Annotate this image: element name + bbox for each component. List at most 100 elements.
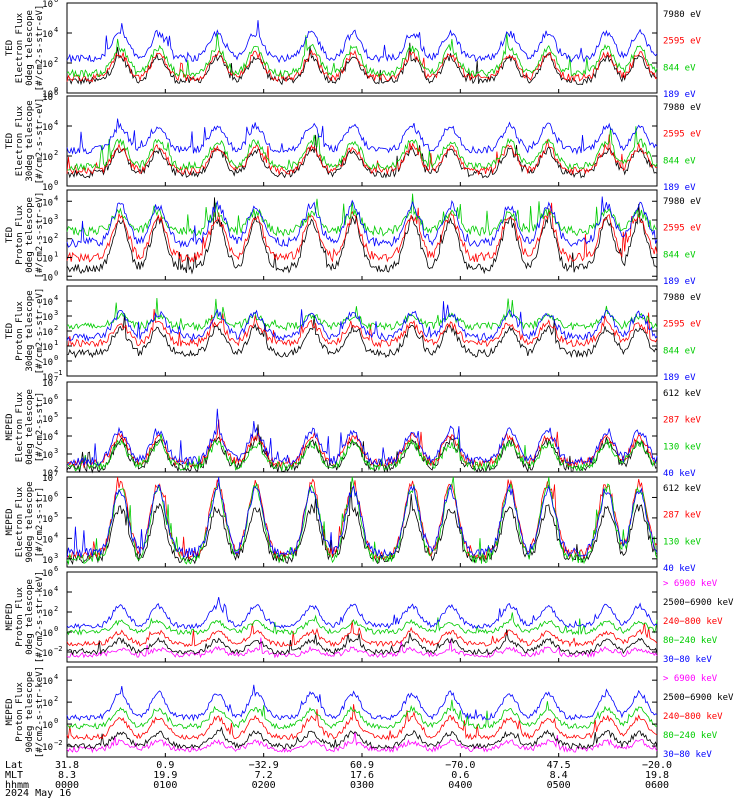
- legend-entry: 7980 eV: [663, 197, 702, 207]
- y-tick-exp: 4: [54, 26, 58, 34]
- legend-entry: > 6900 keV: [663, 674, 718, 684]
- series-line: [66, 726, 658, 750]
- y-tick-base: 10: [42, 535, 53, 545]
- y-axis-label: TED: [5, 40, 15, 56]
- x-tick-label: 8.3: [58, 770, 76, 781]
- legend-entry: 189 eV: [663, 277, 696, 287]
- y-tick-exp: 7: [54, 470, 58, 478]
- legend-entry: 2595 eV: [663, 320, 702, 330]
- x-tick-label: −20.0: [642, 760, 672, 771]
- y-axis-label: [#/cm2-s-str-keV]: [35, 666, 45, 758]
- legend-entry: 844 eV: [663, 156, 696, 166]
- x-tick-label: 0600: [645, 780, 669, 791]
- y-tick-exp: 4: [54, 673, 58, 681]
- y-tick-base: 10: [42, 397, 53, 407]
- legend-entry: 844 eV: [663, 250, 696, 260]
- y-axis-label: 30deg telescope: [25, 100, 35, 181]
- series-line: [66, 597, 658, 630]
- y-tick-exp: 0: [54, 86, 58, 94]
- y-axis-label: MEPED: [5, 413, 15, 440]
- x-tick-label: 47.5: [547, 760, 571, 771]
- series-line: [66, 620, 658, 648]
- legend-entry: 240−800 keV: [663, 712, 723, 722]
- y-tick-exp: 3: [54, 213, 58, 221]
- x-axis-row-label: Lat: [5, 760, 23, 771]
- y-tick-base: 10: [42, 494, 53, 504]
- panel-frame: [66, 381, 658, 473]
- y-tick-base: 10: [42, 153, 53, 163]
- y-axis-label: 0deg telescope: [25, 579, 35, 655]
- y-tick-base: 10: [42, 515, 53, 525]
- series-line: [66, 301, 658, 342]
- y-tick-base: 10: [42, 358, 53, 368]
- series-line: [66, 704, 658, 741]
- y-axis-label: Electron Flux: [15, 486, 25, 557]
- series-line: [66, 308, 658, 349]
- series-line: [66, 699, 658, 730]
- y-tick-base: 10: [42, 273, 53, 283]
- y-tick-base: 10: [42, 415, 53, 425]
- y-tick-exp: 4: [54, 294, 58, 302]
- legend-entry: 189 eV: [663, 90, 696, 100]
- panel-frame: [66, 571, 658, 663]
- y-tick-exp: 0: [54, 179, 58, 187]
- x-tick-label: 17.6: [350, 770, 374, 781]
- y-tick-base: 10: [42, 0, 53, 10]
- x-tick-label: 0200: [252, 780, 276, 791]
- x-tick-label: 0100: [153, 780, 177, 791]
- y-tick-exp: 6: [54, 490, 58, 498]
- legend-entry: 80−240 keV: [663, 731, 718, 741]
- panel-frame: [66, 666, 658, 758]
- y-tick-base: 10: [42, 255, 53, 265]
- y-tick-base: 10: [42, 474, 53, 484]
- legend-entry: 189 eV: [663, 373, 696, 383]
- y-axis-label: 0deg telescope: [25, 389, 35, 465]
- x-tick-label: −32.9: [249, 760, 279, 771]
- y-tick-exp: 6: [54, 393, 58, 401]
- y-axis-label: Proton Flux: [15, 205, 25, 265]
- y-axis-label: TED: [5, 133, 15, 149]
- y-tick-base: 10: [42, 30, 53, 40]
- y-tick-exp: 0: [54, 625, 58, 633]
- y-tick-base: 10: [42, 379, 53, 389]
- y-tick-exp: 2: [54, 695, 58, 703]
- x-tick-label: 60.9: [350, 760, 374, 771]
- legend-entry: 130 keV: [663, 537, 702, 547]
- y-axis-label: [#/cm2-s-str-eV]: [35, 98, 45, 185]
- legend-entry: 30−80 keV: [663, 750, 712, 760]
- x-axis-row-label: MLT: [5, 770, 23, 781]
- y-tick-exp: 3: [54, 447, 58, 455]
- y-tick-base: 10: [42, 298, 53, 308]
- legend-entry: 80−240 keV: [663, 636, 718, 646]
- legend-entry: 130 keV: [663, 442, 702, 452]
- legend-entry: 240−800 keV: [663, 617, 723, 627]
- y-tick-exp: 0: [54, 717, 58, 725]
- legend-entry: > 6900 keV: [663, 579, 718, 589]
- series-line: [66, 731, 658, 754]
- y-tick-exp: 3: [54, 552, 58, 560]
- y-tick-base: 10: [42, 556, 53, 566]
- series-line: [66, 193, 657, 237]
- x-tick-label: 0.9: [156, 760, 174, 771]
- series-line: [66, 684, 658, 722]
- y-tick-exp: 4: [54, 531, 58, 539]
- y-tick-base: 10: [42, 60, 53, 70]
- legend-entry: 7980 eV: [663, 293, 702, 303]
- y-axis-label: [#/cm2-s-str]: [35, 392, 45, 462]
- y-tick-exp: 2: [54, 56, 58, 64]
- y-tick-exp: −1: [54, 369, 62, 377]
- y-tick-exp: 0: [54, 269, 58, 277]
- y-tick-base: 10: [42, 93, 53, 103]
- y-axis-label: Proton Flux: [15, 682, 25, 742]
- y-tick-exp: 3: [54, 309, 58, 317]
- legend-entry: 2595 eV: [663, 130, 702, 140]
- series-line: [66, 476, 658, 559]
- legend-entry: 844 eV: [663, 346, 696, 356]
- y-tick-base: 10: [42, 677, 53, 687]
- x-axis-row-label: hhmm: [5, 780, 29, 791]
- y-axis-label: 0deg telescope: [25, 197, 35, 273]
- y-tick-exp: −2: [54, 645, 62, 653]
- series-line: [66, 434, 658, 472]
- y-tick-base: 10: [42, 451, 53, 461]
